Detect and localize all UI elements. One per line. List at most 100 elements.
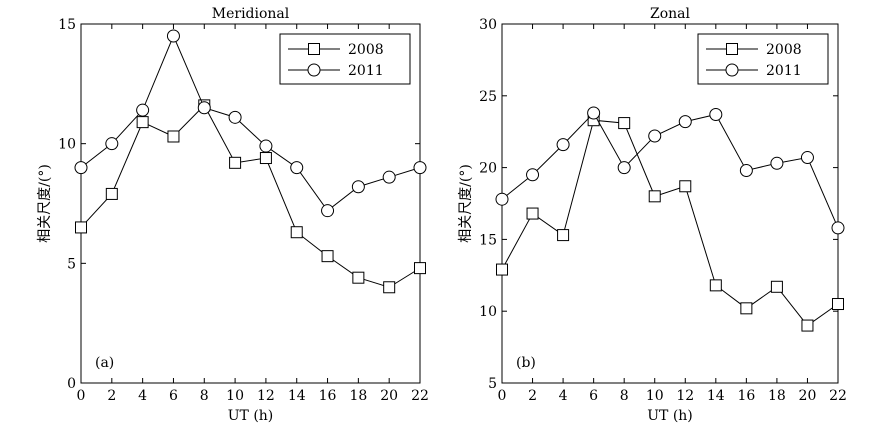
data-point-square	[229, 156, 242, 169]
data-point-square	[167, 130, 180, 143]
legend-marker-square	[726, 43, 738, 55]
legend: 2008 2011	[697, 33, 829, 85]
data-point-square	[801, 319, 814, 332]
data-point-circle	[617, 161, 631, 175]
x-tick-label: 10	[226, 388, 244, 404]
legend-marker-circle	[307, 63, 321, 77]
x-tick-label: 6	[169, 388, 178, 404]
data-point-square	[414, 262, 426, 275]
data-point-circle	[800, 151, 814, 165]
data-point-square	[740, 302, 753, 315]
y-axis-label: 相关尺度/(°)	[37, 164, 53, 243]
x-tick-label: 0	[498, 388, 507, 404]
data-point-square	[557, 229, 570, 242]
data-point-square	[832, 298, 844, 311]
x-tick-label: 14	[288, 388, 306, 404]
panel-b: Zonal 0 2 4 6 8 10 12 14 16 18 20 22 5 10 15 20 25 30 UT (h…	[458, 6, 847, 424]
data-point-square	[618, 117, 631, 130]
legend: 2008 2011	[279, 33, 411, 85]
data-point-square	[679, 180, 692, 193]
data-point-square	[526, 207, 539, 220]
data-point-square	[709, 279, 722, 292]
x-tick-label: 16	[737, 388, 755, 404]
data-point-circle	[321, 204, 335, 218]
y-tick-label: 30	[479, 17, 497, 33]
legend-marker-square	[308, 43, 320, 55]
x-tick-label: 2	[107, 388, 116, 404]
x-tick-label: 10	[646, 388, 664, 404]
x-tick-label: 16	[319, 388, 337, 404]
x-tick-label: 8	[200, 388, 209, 404]
data-point-circle	[166, 29, 180, 43]
y-tick-label: 15	[479, 232, 497, 248]
chart-title: Zonal	[650, 6, 691, 22]
data-point-circle	[587, 106, 601, 120]
x-axis-label: UT (h)	[647, 408, 693, 424]
series-line-2011	[501, 112, 839, 229]
data-point-square	[770, 280, 783, 293]
x-tick-label: 4	[559, 388, 568, 404]
legend-entry: 2011	[348, 63, 384, 79]
data-point-circle	[382, 170, 396, 184]
x-tick-label: 18	[768, 388, 786, 404]
data-point-circle	[739, 163, 753, 177]
data-point-square	[105, 187, 118, 200]
chart-title: Meridional	[212, 6, 290, 22]
y-tick-label: 10	[479, 304, 497, 320]
legend-box	[279, 33, 411, 85]
data-point-circle	[770, 156, 784, 170]
x-tick-label: 20	[380, 388, 398, 404]
legend-entry: 2008	[766, 42, 802, 58]
x-axis-label: UT (h)	[228, 408, 274, 424]
panel-a: Meridional 0 2 4 6 8 10 12 14 16 18 20 22 0 5 10 15 UT (h…	[37, 6, 429, 424]
x-tick-label: 4	[138, 388, 147, 404]
y-tick-label: 10	[58, 137, 76, 153]
data-point-circle	[495, 192, 509, 206]
x-tick-label: 2	[528, 388, 537, 404]
y-tick-label: 25	[479, 89, 497, 105]
series-line-2008	[80, 104, 421, 288]
data-point-circle	[74, 161, 88, 175]
panel-label: (b)	[516, 355, 536, 371]
legend-box	[697, 33, 829, 85]
data-point-square	[352, 271, 365, 284]
x-tick-label: 12	[257, 388, 275, 404]
data-point-circle	[290, 161, 304, 175]
y-tick-label: 5	[488, 376, 497, 392]
panel-label: (a)	[95, 355, 114, 371]
legend-entry: 2011	[766, 63, 802, 79]
plot-frame	[80, 23, 421, 384]
y-tick-label: 15	[58, 17, 76, 33]
x-tick-label: 6	[589, 388, 598, 404]
data-point-circle	[413, 161, 427, 175]
data-point-circle	[526, 168, 540, 182]
data-point-circle	[351, 180, 365, 194]
legend-entry: 2008	[348, 42, 384, 58]
x-tick-label: 22	[829, 388, 847, 404]
data-point-circle	[259, 139, 273, 153]
data-point-circle	[197, 101, 211, 115]
data-point-square	[321, 250, 334, 263]
y-tick-label: 0	[67, 376, 76, 392]
data-point-square	[496, 263, 508, 276]
legend-marker-circle	[725, 63, 739, 77]
x-tick-label: 14	[707, 388, 725, 404]
y-tick-label: 5	[67, 256, 76, 272]
x-tick-label: 0	[77, 388, 86, 404]
data-point-circle	[709, 107, 723, 121]
x-tick-label: 12	[676, 388, 694, 404]
data-point-circle	[831, 221, 845, 235]
x-tick-label: 8	[620, 388, 629, 404]
y-tick-label: 20	[479, 161, 497, 177]
data-point-circle	[105, 137, 119, 151]
x-tick-label: 20	[799, 388, 817, 404]
data-point-square	[136, 116, 149, 129]
data-point-square	[75, 221, 87, 234]
data-point-circle	[678, 115, 692, 129]
x-tick-label: 18	[349, 388, 367, 404]
data-point-square	[259, 152, 272, 165]
data-point-square	[290, 226, 303, 239]
data-point-circle	[136, 103, 150, 117]
x-tick-label: 22	[411, 388, 429, 404]
